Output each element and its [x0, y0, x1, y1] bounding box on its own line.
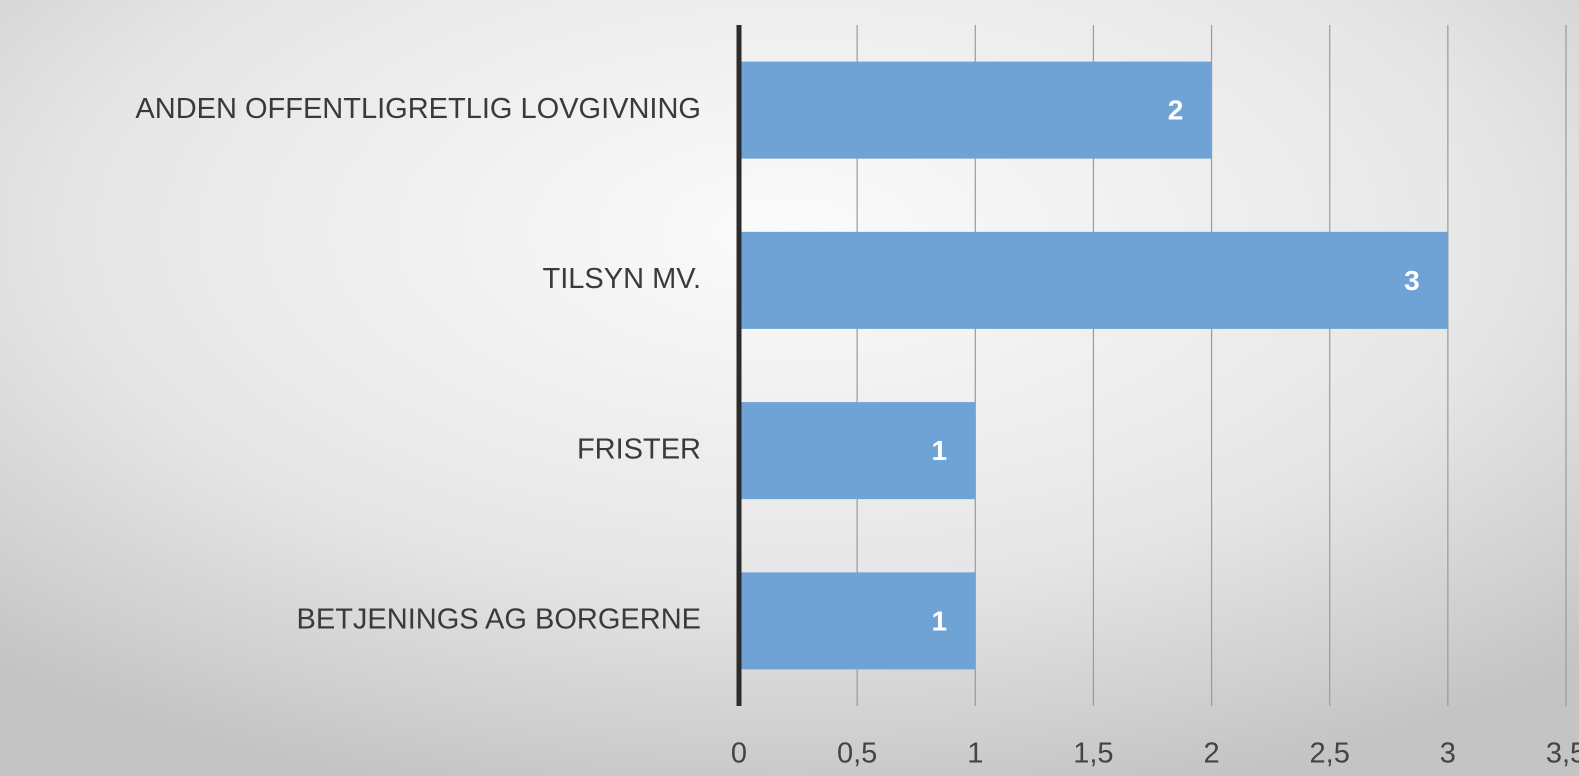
y-tick-label: TILSYN MV.: [543, 263, 701, 295]
x-tick-label: 2: [1204, 738, 1220, 770]
value-label: 1: [931, 605, 947, 636]
y-tick-label: ANDEN OFFENTLIGRETLIG LOVGIVNING: [135, 93, 701, 125]
x-tick-label: 2,5: [1310, 738, 1350, 770]
bar: [739, 572, 976, 670]
value-label: 3: [1404, 265, 1420, 296]
bars: 2 3 1 1: [739, 61, 1448, 670]
bar: [739, 402, 976, 500]
value-label: 1: [931, 435, 947, 466]
y-tick-label: BETJENINGS AG BORGERNE: [297, 604, 701, 636]
x-tick-label: 0,5: [837, 738, 877, 770]
x-tick-label: 3,5: [1546, 738, 1579, 770]
x-tick-label: 1: [967, 738, 983, 770]
bar: [739, 231, 1448, 329]
value-label: 2: [1168, 95, 1184, 126]
x-tick-label: 0: [731, 738, 747, 770]
x-tick-label: 1,5: [1073, 738, 1113, 770]
y-tick-label: FRISTER: [577, 433, 701, 465]
bar: [739, 61, 1212, 159]
x-tick-label: 3: [1440, 738, 1456, 770]
